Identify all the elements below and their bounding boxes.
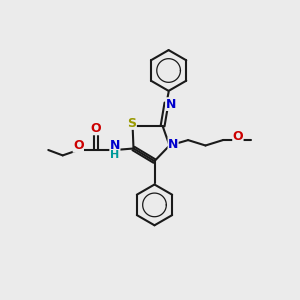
Text: S: S (128, 116, 136, 130)
Text: N: N (166, 98, 176, 111)
Text: O: O (232, 130, 243, 143)
Text: N: N (168, 137, 178, 151)
Text: O: O (90, 122, 101, 135)
Text: N: N (110, 139, 120, 152)
Text: H: H (110, 150, 119, 160)
Text: O: O (73, 139, 84, 152)
